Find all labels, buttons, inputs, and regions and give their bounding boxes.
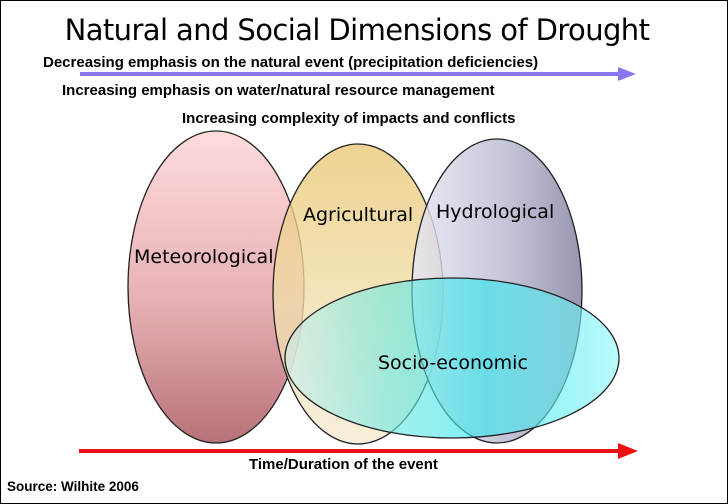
top-arrow bbox=[80, 67, 636, 81]
time-axis-label: Time/Duration of the event bbox=[249, 456, 438, 473]
meteorological-label: Meteorological bbox=[134, 246, 273, 268]
emphasis-line-resource-management: Increasing emphasis on water/natural res… bbox=[62, 82, 495, 99]
time-arrow bbox=[79, 443, 638, 459]
source-citation: Source: Wilhite 2006 bbox=[7, 479, 139, 494]
emphasis-line-impacts-conflicts: Increasing complexity of impacts and con… bbox=[182, 110, 515, 127]
socio-economic-ellipse bbox=[284, 277, 620, 439]
socio-economic-label: Socio-economic bbox=[378, 352, 528, 374]
emphasis-line-natural-event: Decreasing emphasis on the natural event… bbox=[43, 54, 538, 71]
page-title: Natural and Social Dimensions of Drought bbox=[65, 13, 650, 47]
agricultural-label: Agricultural bbox=[303, 204, 413, 226]
hydrological-label: Hydrological bbox=[436, 201, 554, 223]
